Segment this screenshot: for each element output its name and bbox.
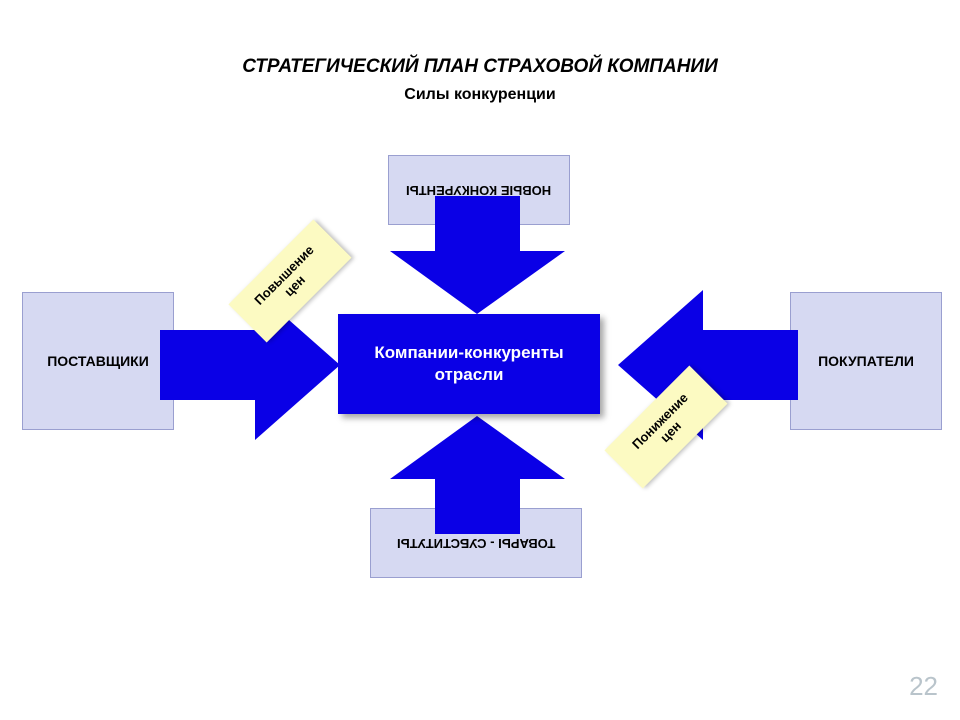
box-right: ПОКУПАТЕЛИ xyxy=(790,292,942,430)
box-right-label: ПОКУПАТЕЛИ xyxy=(818,353,914,369)
diagram-canvas: СТРАТЕГИЧЕСКИЙ ПЛАН СТРАХОВОЙ КОМПАНИИ С… xyxy=(0,0,960,720)
box-center: Компании-конкуренты отрасли xyxy=(338,314,600,414)
box-left: ПОСТАВЩИКИ xyxy=(22,292,174,430)
arrow-up-icon xyxy=(390,416,565,534)
main-title: СТРАТЕГИЧЕСКИЙ ПЛАН СТРАХОВОЙ КОМПАНИИ xyxy=(120,56,840,78)
center-line1: Компании-конкуренты xyxy=(374,343,563,362)
arrow-down-icon xyxy=(390,196,565,314)
subtitle: Силы конкуренции xyxy=(330,86,630,104)
box-bottom-label: ТОВАРЫ - СУБСТИТУТЫ xyxy=(397,536,555,551)
page-number: 22 xyxy=(909,671,938,702)
box-left-label: ПОСТАВЩИКИ xyxy=(47,353,149,369)
sticky-up-line1: Повышение xyxy=(251,242,316,307)
box-center-text: Компании-конкуренты отрасли xyxy=(374,342,563,386)
center-line2: отрасли xyxy=(435,365,504,384)
